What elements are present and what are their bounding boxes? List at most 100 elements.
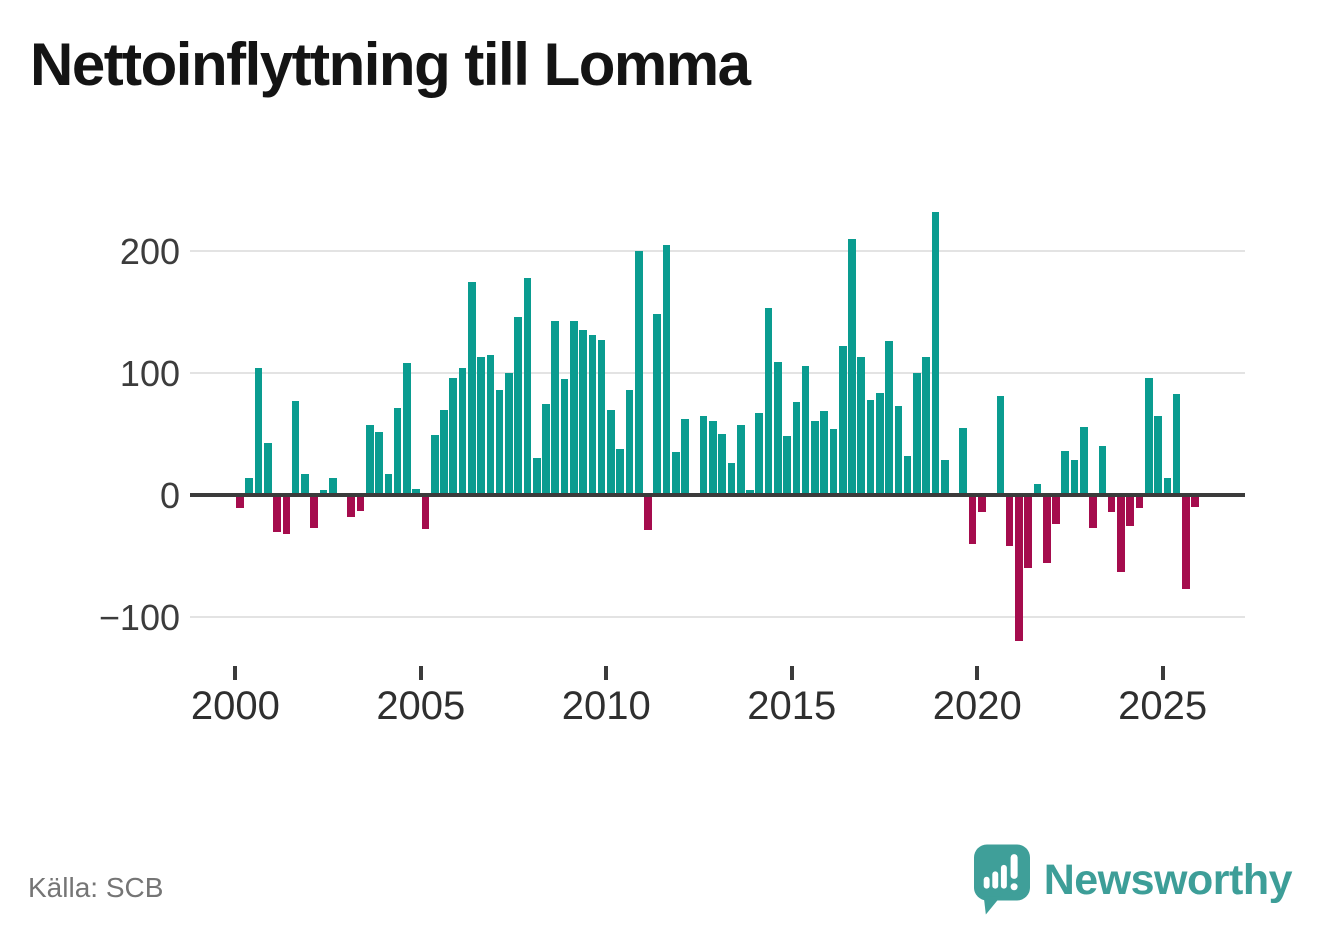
bar-2006q1	[458, 368, 467, 495]
bar-2000q3	[254, 368, 263, 495]
y-axis-label: 200	[119, 231, 180, 272]
bar-2018q1	[903, 455, 912, 495]
bar-2016q4	[857, 357, 866, 495]
x-tick-2005	[418, 666, 423, 680]
bar-2024q2	[1135, 495, 1144, 509]
bar-2023q4	[1117, 495, 1125, 572]
x-axis-label-2005: 2005	[376, 684, 466, 728]
bar-2008q4	[560, 379, 569, 495]
bar-2004q2	[393, 408, 402, 495]
x-tick-2025	[1160, 666, 1165, 680]
x-axis-label-2010: 2010	[561, 684, 651, 728]
bar-2019q1	[940, 459, 949, 495]
bar-2024q3	[1144, 377, 1153, 495]
newsworthy-logo-icon	[973, 844, 1030, 915]
bar-2010q2	[616, 448, 624, 495]
bar-2025q3	[1182, 495, 1190, 589]
bar-2012q1	[681, 419, 689, 495]
bar-2007q3	[514, 316, 522, 495]
bar-2014q4	[783, 436, 791, 495]
bar-2001q4	[301, 474, 309, 495]
bar-2004q4	[412, 488, 420, 495]
bar-2024q4	[1154, 415, 1162, 495]
bar-2009q3	[588, 335, 597, 495]
bar-2012q3	[699, 415, 708, 495]
bar-2015q1	[792, 402, 801, 495]
bar-2009q1	[570, 320, 578, 495]
bar-2004q1	[384, 474, 393, 495]
bar-2003q2	[356, 495, 365, 511]
bar-2001q1	[273, 495, 281, 532]
bar-2025q4	[1191, 495, 1199, 508]
bar-2022q1	[1052, 495, 1060, 525]
bar-2008q3	[551, 320, 560, 495]
x-tick-2015	[789, 666, 794, 680]
bar-2018q3	[922, 357, 930, 495]
bar-2005q1	[421, 495, 430, 530]
bar-2013q2	[727, 463, 736, 495]
bar-2017q1	[866, 399, 875, 495]
x-axis-label-2015: 2015	[747, 684, 837, 728]
newsworthy-wordmark: Newsworthy	[1043, 855, 1293, 904]
bar-2000q2	[245, 477, 254, 495]
bar-2019q4	[968, 495, 977, 544]
bar-2011q4	[672, 452, 680, 495]
bar-2021q2	[1024, 495, 1032, 569]
bar-2007q4	[523, 277, 532, 495]
bar-2017q4	[894, 405, 903, 495]
bar-2006q3	[477, 357, 485, 495]
bar-2025q2	[1172, 393, 1181, 495]
bar-2020q3	[996, 396, 1005, 495]
bar-2017q3	[885, 341, 893, 495]
bar-2000q1	[236, 495, 244, 509]
bar-2020q1	[978, 495, 986, 513]
bar-2002q1	[310, 495, 318, 528]
x-tick-2020	[975, 666, 980, 680]
bar-2009q2	[579, 330, 587, 495]
bar-2003q1	[347, 495, 356, 517]
bar-2022q4	[1080, 426, 1088, 495]
source-label: Källa: SCB	[28, 872, 164, 903]
bar-2023q3	[1107, 495, 1116, 513]
bar-2015q4	[820, 410, 828, 495]
bar-2018q4	[931, 211, 940, 495]
bar-2017q2	[876, 392, 884, 495]
x-axis-label-2025: 2025	[1118, 684, 1208, 728]
bar-2000q4	[264, 442, 272, 495]
y-axis-label: 0	[159, 475, 180, 516]
bar-2008q2	[542, 403, 550, 495]
bar-2013q4	[746, 490, 754, 495]
bar-2015q3	[811, 420, 819, 495]
bar-2020q4	[1005, 495, 1014, 547]
bar-2009q4	[597, 340, 606, 495]
y-axis-label: −100	[98, 597, 180, 638]
x-tick-2000	[233, 666, 238, 680]
bar-2025q1	[1163, 477, 1172, 495]
bar-2019q3	[959, 427, 968, 495]
bar-2011q2	[653, 314, 662, 495]
zero-axis-line	[190, 493, 1245, 497]
bar-2016q1	[829, 429, 838, 495]
bar-2005q3	[440, 409, 448, 495]
bar-2004q3	[403, 363, 411, 495]
bar-2001q3	[291, 401, 300, 495]
bar-2016q3	[848, 238, 856, 495]
bar-2022q2	[1061, 451, 1070, 495]
bar-2007q1	[495, 390, 504, 495]
bar-2012q4	[709, 420, 717, 495]
bar-2003q3	[366, 425, 374, 495]
bar-2024q1	[1126, 495, 1134, 526]
bar-2021q3	[1033, 484, 1042, 495]
bar-2010q1	[607, 409, 615, 495]
bar-2007q2	[505, 373, 513, 495]
bar-2022q3	[1070, 459, 1079, 495]
bar-2006q4	[486, 354, 495, 495]
newsworthy-logo: Newsworthy	[973, 844, 1293, 916]
x-axis-label-2000: 2000	[190, 684, 280, 728]
bar-2013q1	[718, 434, 726, 495]
bar-2021q1	[1015, 495, 1023, 642]
bar-2021q4	[1042, 495, 1051, 564]
y-axis-label: 100	[119, 353, 180, 394]
